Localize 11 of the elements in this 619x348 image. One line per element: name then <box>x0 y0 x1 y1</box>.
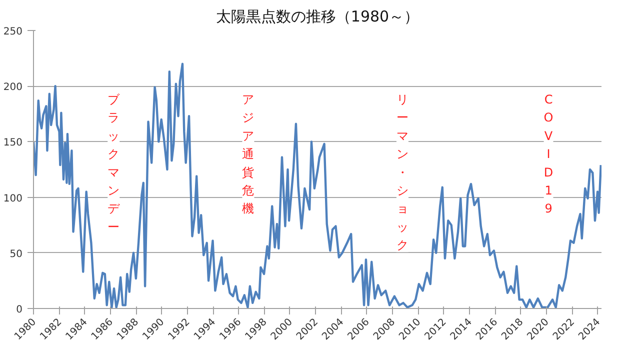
chart-title: 太陽黒点数の推移（1980～） <box>216 8 420 26</box>
y-tick-label: 200 <box>3 82 23 94</box>
y-tick-label: 50 <box>10 248 23 260</box>
annotation: COVID 19 <box>544 92 554 216</box>
annotation: アジア通貨危機 <box>242 92 254 216</box>
annotation: ブラックマンデー <box>108 92 121 234</box>
y-tick-label: 150 <box>3 138 23 149</box>
y-tick-label: 100 <box>3 193 23 204</box>
y-tick-label: 250 <box>3 26 23 38</box>
y-tick-label: 0 <box>16 304 23 316</box>
text: リーマン・ショック <box>396 92 408 252</box>
